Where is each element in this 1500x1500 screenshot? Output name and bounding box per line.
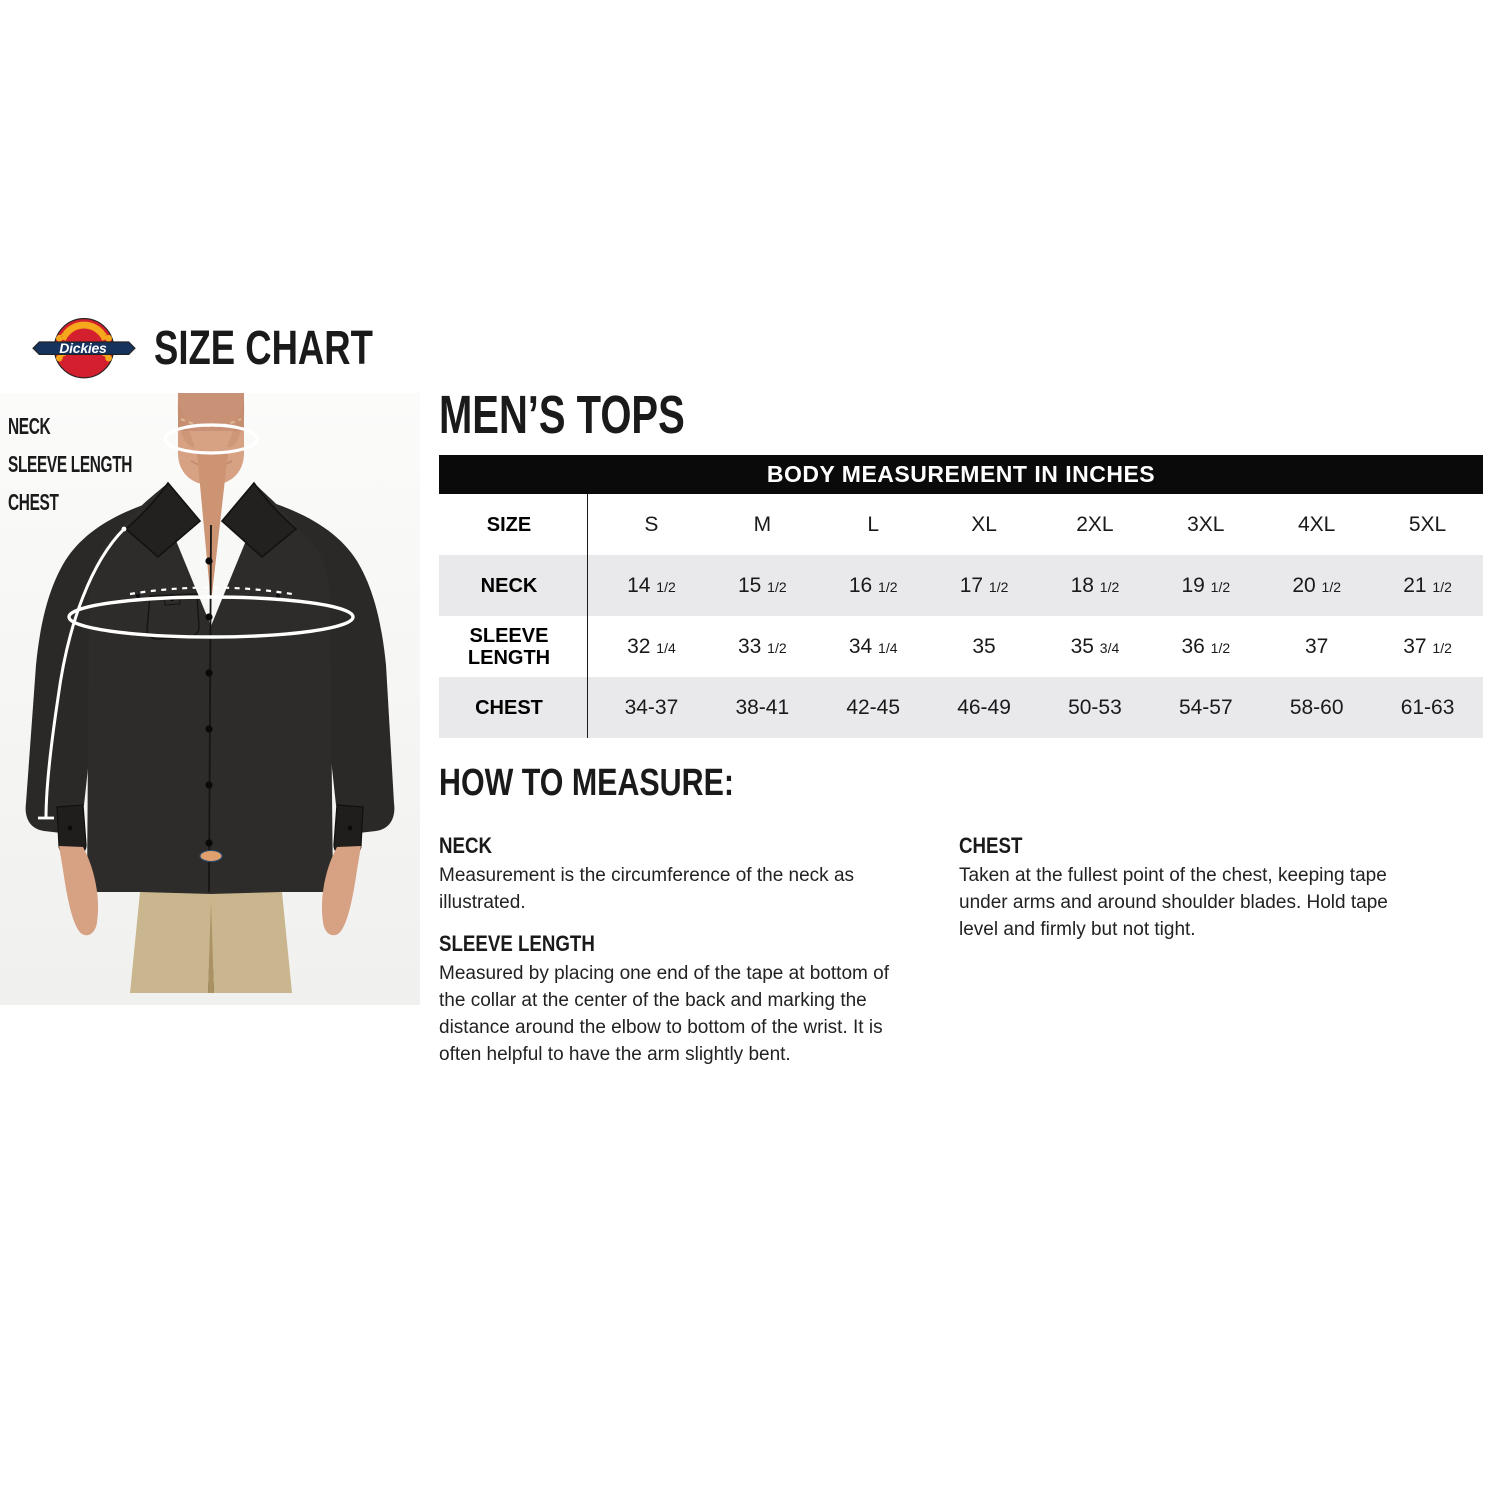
svg-text:Dickies: Dickies — [59, 340, 107, 356]
